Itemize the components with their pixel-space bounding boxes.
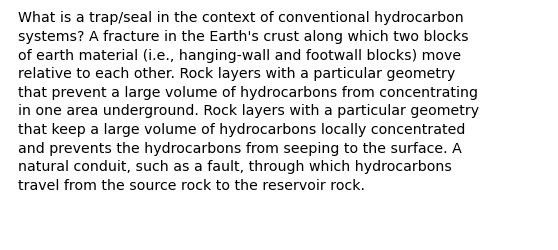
Text: What is a trap/seal in the context of conventional hydrocarbon
systems? A fractu: What is a trap/seal in the context of co…: [18, 11, 479, 192]
